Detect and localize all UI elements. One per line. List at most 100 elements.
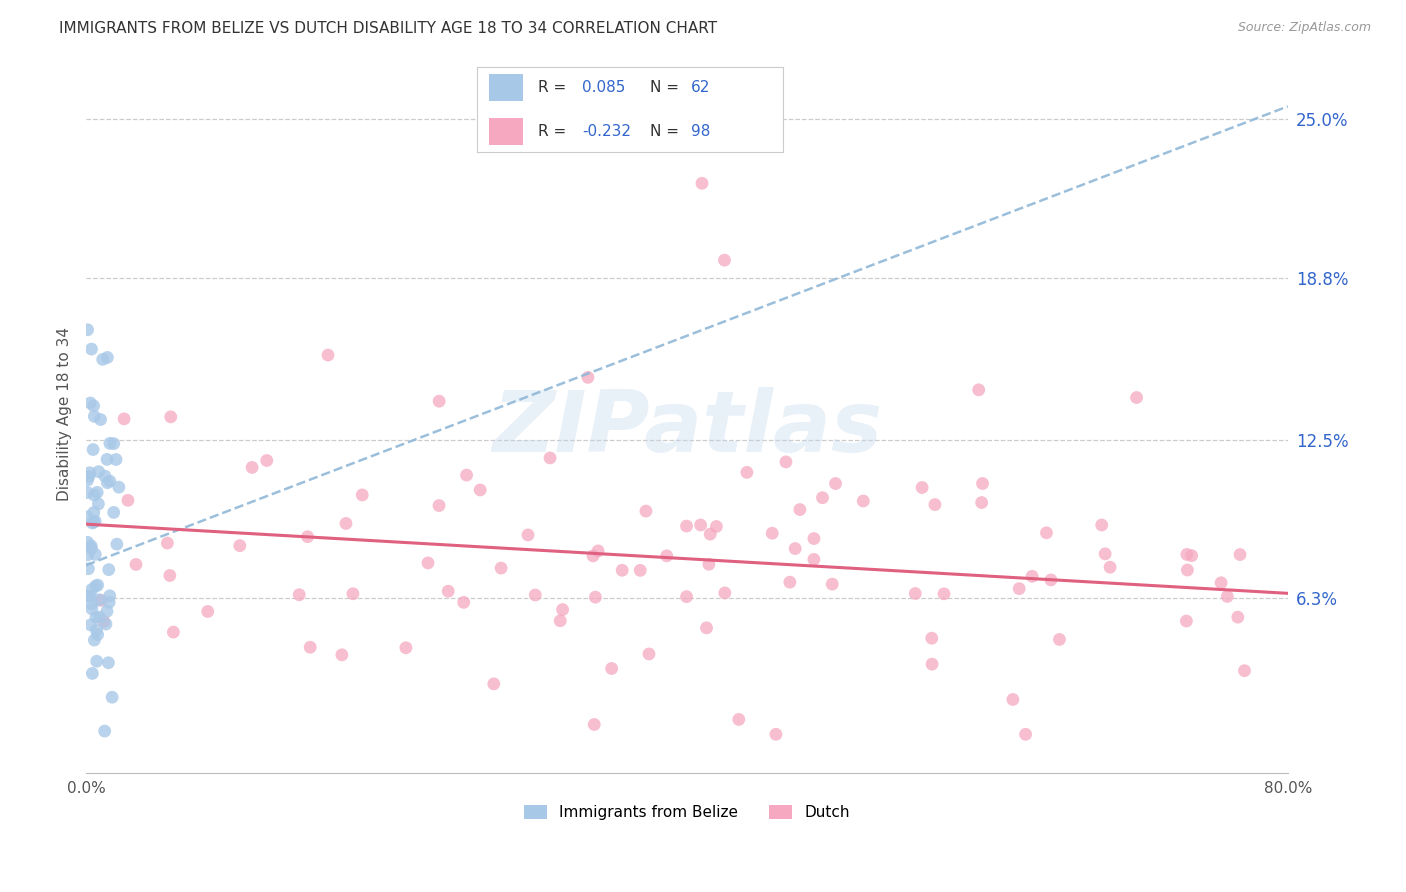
Point — [335, 516, 357, 531]
Point — [1001, 692, 1024, 706]
Point — [77, 562, 100, 576]
Point — [427, 394, 450, 409]
Point — [727, 713, 749, 727]
Point — [582, 549, 605, 563]
Point — [470, 483, 492, 497]
Point — [76, 323, 98, 337]
Point — [690, 176, 713, 190]
Point — [735, 466, 758, 480]
Point — [1125, 391, 1147, 405]
Point — [87, 592, 110, 607]
Point — [82, 666, 104, 681]
Point — [76, 473, 98, 487]
Text: Source: ZipAtlas.com: Source: ZipAtlas.com — [1237, 21, 1371, 35]
Point — [775, 455, 797, 469]
Point — [803, 552, 825, 566]
Point — [1049, 632, 1071, 647]
Point — [297, 530, 319, 544]
Point — [288, 588, 311, 602]
Point — [94, 617, 117, 632]
Point — [240, 460, 263, 475]
Point — [821, 577, 844, 591]
Point — [91, 352, 114, 367]
Point — [911, 481, 934, 495]
Point — [197, 605, 219, 619]
Point — [159, 568, 181, 582]
Point — [697, 558, 720, 572]
Point — [83, 409, 105, 424]
Point — [76, 535, 98, 549]
Point — [84, 579, 107, 593]
Point — [803, 532, 825, 546]
Point — [551, 602, 574, 616]
Point — [125, 558, 148, 572]
Point — [932, 587, 955, 601]
Point — [352, 488, 374, 502]
Point — [98, 474, 121, 488]
Point — [970, 495, 993, 509]
Point — [84, 610, 107, 624]
Point — [80, 539, 103, 553]
Point — [83, 506, 105, 520]
Point — [97, 656, 120, 670]
Point — [453, 595, 475, 609]
Point — [83, 399, 105, 413]
Point — [87, 465, 110, 479]
Point — [811, 491, 834, 505]
Point — [80, 597, 103, 611]
Point — [1008, 582, 1031, 596]
Text: IMMIGRANTS FROM BELIZE VS DUTCH DISABILITY AGE 18 TO 34 CORRELATION CHART: IMMIGRANTS FROM BELIZE VS DUTCH DISABILI… — [59, 21, 717, 37]
Point — [90, 412, 112, 426]
Point — [256, 453, 278, 467]
Point — [84, 514, 107, 528]
Point — [84, 548, 107, 562]
Point — [83, 633, 105, 648]
Point — [82, 442, 104, 457]
Point — [93, 724, 115, 739]
Point — [83, 515, 105, 529]
Point — [437, 584, 460, 599]
Point — [79, 466, 101, 480]
Point — [586, 544, 609, 558]
Point — [395, 640, 418, 655]
Point — [330, 648, 353, 662]
Point — [162, 625, 184, 640]
Point — [634, 504, 657, 518]
Point — [1021, 569, 1043, 583]
Point — [98, 589, 121, 603]
Point — [96, 604, 118, 618]
Text: ZIPatlas: ZIPatlas — [492, 387, 882, 470]
Point — [689, 518, 711, 533]
Point — [97, 563, 120, 577]
Point — [638, 647, 661, 661]
Point — [96, 475, 118, 490]
Point — [1091, 518, 1114, 533]
Point — [785, 541, 807, 556]
Point — [1229, 548, 1251, 562]
Point — [76, 509, 98, 524]
Point — [779, 575, 801, 590]
Point — [548, 614, 571, 628]
Point — [80, 342, 103, 356]
Point — [79, 618, 101, 632]
Point — [77, 469, 100, 483]
Point — [105, 537, 128, 551]
Point — [96, 351, 118, 365]
Point — [1175, 548, 1198, 562]
Point — [1226, 610, 1249, 624]
Point — [765, 727, 787, 741]
Point — [79, 589, 101, 603]
Point — [80, 541, 103, 556]
Point — [86, 627, 108, 641]
Point — [1177, 563, 1199, 577]
Point — [972, 476, 994, 491]
Point — [921, 657, 943, 672]
Point — [1039, 573, 1062, 587]
Legend: Immigrants from Belize, Dutch: Immigrants from Belize, Dutch — [519, 799, 856, 826]
Point — [76, 485, 98, 500]
Point — [1216, 590, 1239, 604]
Point — [583, 717, 606, 731]
Point — [789, 502, 811, 516]
Point — [1209, 575, 1232, 590]
Point — [108, 480, 131, 494]
